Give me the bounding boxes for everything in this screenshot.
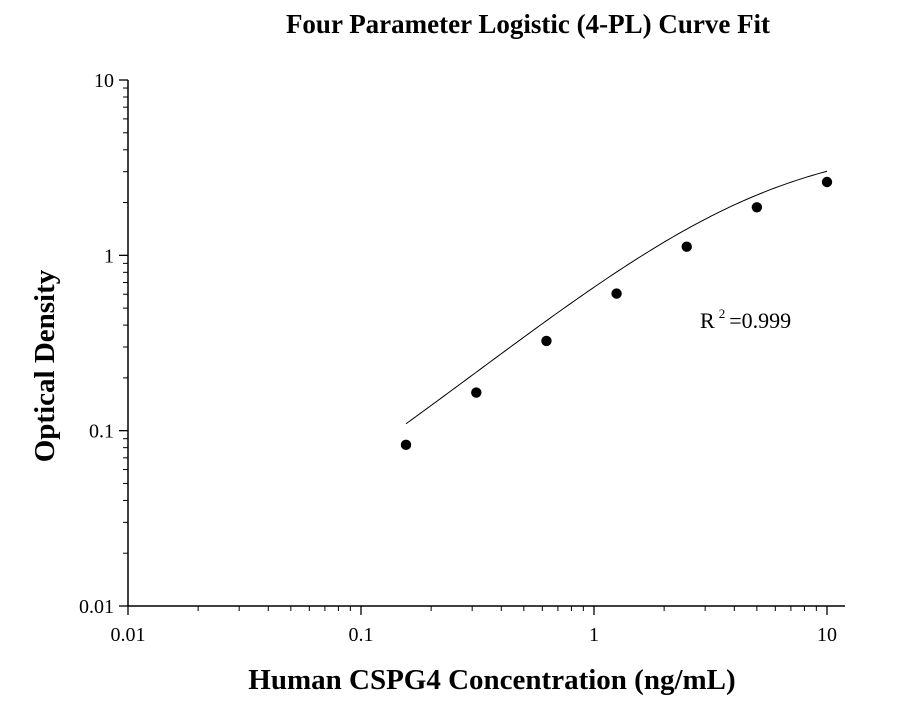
r-value: =0.999: [729, 308, 791, 333]
data-point: [821, 176, 833, 188]
data-points: [400, 176, 833, 451]
x-tick-label: 0.1: [349, 624, 374, 646]
y-tick-label: 1: [104, 245, 114, 267]
r-label: R: [700, 308, 715, 333]
y-axis-ticks: 0.01 0.1 1 10: [79, 70, 128, 618]
data-point: [751, 202, 763, 213]
x-axis-ticks: 0.01 0.1 1 10: [111, 606, 837, 646]
y-tick-label: 10: [94, 70, 114, 92]
x-tick-label: 10: [817, 624, 837, 646]
data-point: [400, 439, 412, 451]
y-axis-label: Optical Density: [29, 269, 61, 462]
data-point: [681, 241, 692, 252]
fit-curve: [405, 170, 828, 425]
x-tick-label: 1: [589, 624, 599, 646]
y-tick-label: 0.01: [79, 596, 114, 618]
data-point: [541, 335, 552, 347]
chart-title: Four Parameter Logistic (4-PL) Curve Fit: [286, 9, 770, 39]
data-point: [611, 288, 622, 299]
r-squared-annotation: R 2 =0.999: [700, 305, 791, 333]
x-tick-label: 0.01: [111, 624, 146, 646]
r-superscript: 2: [719, 306, 726, 321]
data-point: [471, 387, 482, 398]
y-tick-label: 0.1: [89, 421, 114, 443]
axes: [127, 80, 845, 607]
x-axis-label: Human CSPG4 Concentration (ng/mL): [248, 664, 735, 696]
